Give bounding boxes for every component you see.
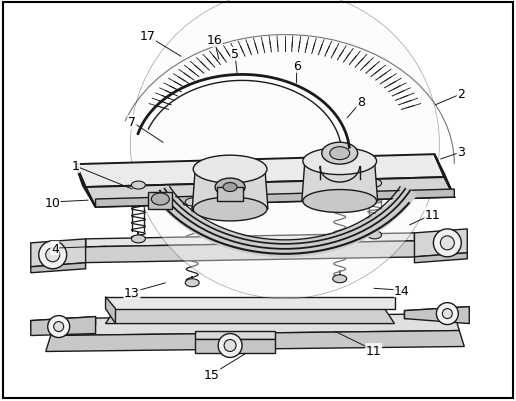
- Ellipse shape: [333, 275, 347, 283]
- Polygon shape: [149, 192, 172, 209]
- Polygon shape: [86, 233, 414, 247]
- Circle shape: [218, 334, 242, 358]
- Text: 6: 6: [293, 60, 300, 73]
- Ellipse shape: [193, 198, 267, 221]
- Circle shape: [39, 241, 67, 269]
- Ellipse shape: [322, 143, 358, 165]
- Polygon shape: [106, 297, 116, 324]
- Polygon shape: [302, 162, 378, 201]
- Circle shape: [433, 229, 461, 257]
- Circle shape: [437, 303, 458, 325]
- Polygon shape: [414, 229, 467, 257]
- Polygon shape: [106, 297, 395, 309]
- Polygon shape: [76, 165, 95, 207]
- Text: 3: 3: [457, 146, 465, 159]
- Polygon shape: [31, 317, 95, 329]
- Text: 13: 13: [124, 286, 140, 299]
- Ellipse shape: [333, 196, 347, 203]
- Polygon shape: [217, 188, 243, 201]
- Text: 14: 14: [394, 284, 410, 297]
- Text: 8: 8: [357, 96, 365, 109]
- Ellipse shape: [193, 156, 267, 184]
- Polygon shape: [106, 309, 395, 324]
- Polygon shape: [51, 314, 459, 336]
- Text: 10: 10: [44, 196, 60, 209]
- Ellipse shape: [330, 147, 350, 160]
- Polygon shape: [76, 241, 425, 263]
- Polygon shape: [31, 263, 86, 273]
- Circle shape: [224, 340, 236, 352]
- Text: 11: 11: [425, 208, 441, 221]
- Polygon shape: [46, 331, 464, 352]
- Text: 4: 4: [51, 242, 59, 255]
- Circle shape: [442, 309, 453, 319]
- Text: 1: 1: [72, 160, 79, 173]
- Polygon shape: [31, 239, 86, 267]
- Polygon shape: [86, 178, 454, 207]
- Text: 2: 2: [457, 88, 465, 101]
- Ellipse shape: [215, 178, 245, 196]
- Circle shape: [440, 236, 454, 250]
- Text: 11: 11: [366, 344, 381, 357]
- Text: 7: 7: [128, 116, 136, 129]
- Circle shape: [131, 0, 439, 299]
- Text: 16: 16: [206, 34, 222, 47]
- Ellipse shape: [132, 235, 146, 243]
- Polygon shape: [192, 170, 268, 209]
- Polygon shape: [76, 239, 86, 259]
- Ellipse shape: [303, 148, 377, 175]
- Polygon shape: [95, 190, 454, 207]
- Text: 17: 17: [139, 30, 155, 43]
- Circle shape: [46, 248, 60, 262]
- Polygon shape: [31, 317, 95, 336]
- Polygon shape: [414, 253, 467, 263]
- Polygon shape: [195, 339, 275, 354]
- Text: 15: 15: [204, 368, 220, 381]
- Ellipse shape: [185, 198, 199, 207]
- Polygon shape: [434, 155, 454, 198]
- Polygon shape: [405, 307, 469, 319]
- Ellipse shape: [185, 279, 199, 287]
- Ellipse shape: [303, 190, 377, 213]
- Circle shape: [47, 316, 70, 338]
- Ellipse shape: [367, 231, 381, 239]
- Polygon shape: [405, 307, 469, 324]
- Ellipse shape: [367, 180, 381, 188]
- Ellipse shape: [132, 182, 146, 190]
- Ellipse shape: [223, 183, 237, 192]
- Ellipse shape: [151, 194, 169, 205]
- Circle shape: [54, 322, 63, 332]
- Text: 5: 5: [231, 48, 239, 61]
- Polygon shape: [195, 331, 275, 339]
- Polygon shape: [76, 155, 444, 188]
